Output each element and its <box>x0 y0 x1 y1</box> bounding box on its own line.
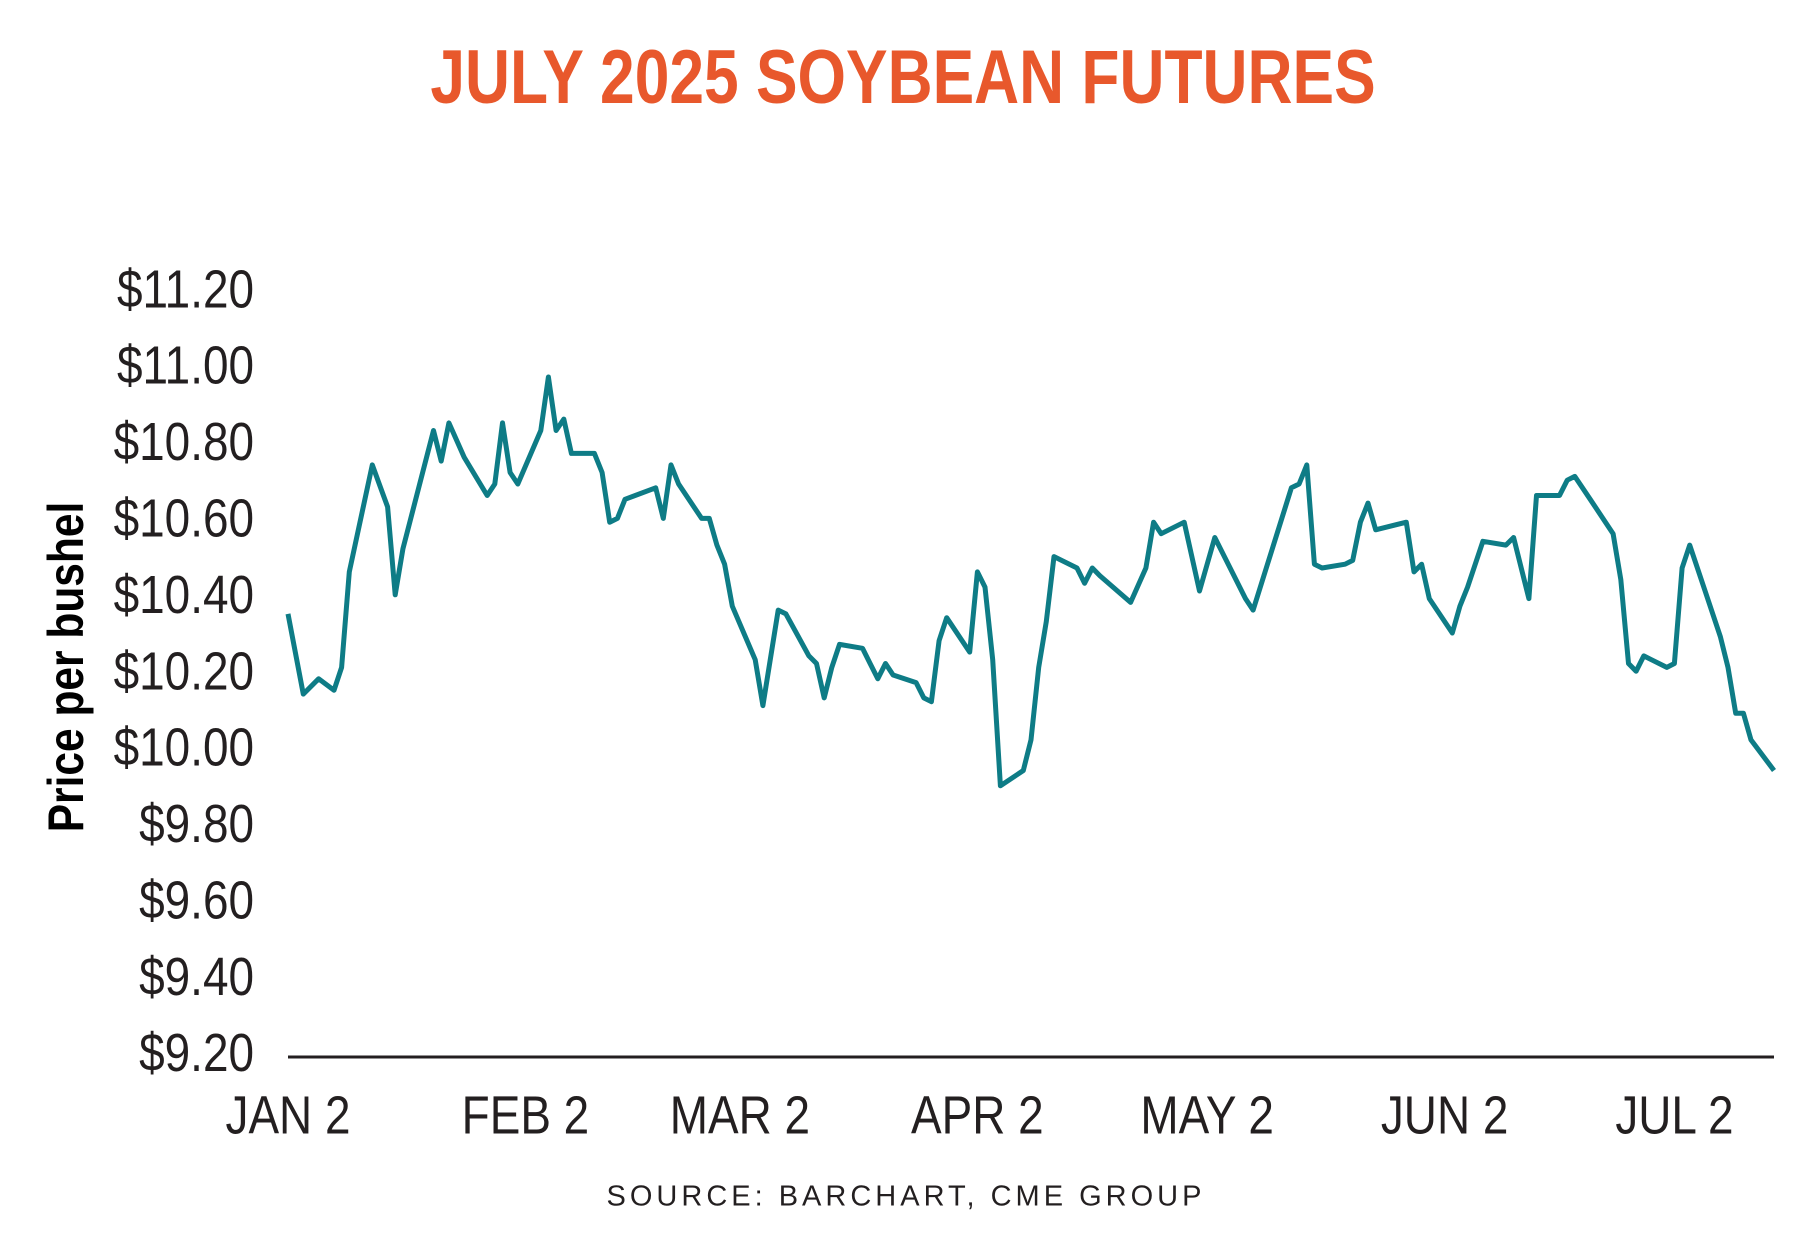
x-tick-label: JUN 2 <box>1381 1085 1509 1145</box>
y-tick-label: $11.20 <box>117 259 254 319</box>
y-tick-label: $11.00 <box>117 335 254 395</box>
x-tick-label: APR 2 <box>911 1085 1044 1145</box>
y-tick-label: $10.80 <box>114 412 254 472</box>
y-axis-title: Price per bushel <box>38 502 94 833</box>
y-tick-label: $10.40 <box>114 564 254 624</box>
x-tick-label: JAN 2 <box>226 1085 351 1145</box>
source-note: SOURCE: BARCHART, CME GROUP <box>607 1181 1206 1213</box>
y-tick-label: $9.60 <box>139 870 254 930</box>
y-tick-label: $9.40 <box>139 946 254 1006</box>
y-tick-label: $10.20 <box>114 641 254 701</box>
x-tick-label: JUL 2 <box>1615 1085 1733 1145</box>
y-tick-label: $9.80 <box>139 794 254 854</box>
x-tick-label: MAR 2 <box>670 1085 810 1145</box>
chart-title: JULY 2025 SOYBEAN FUTURES <box>430 34 1375 119</box>
x-tick-label: FEB 2 <box>462 1085 590 1145</box>
y-tick-label: $9.20 <box>139 1023 254 1083</box>
y-tick-label: $10.00 <box>114 717 254 777</box>
y-tick-label: $10.60 <box>114 488 254 548</box>
x-tick-label: MAY 2 <box>1140 1085 1274 1145</box>
price-line <box>285 374 1776 789</box>
